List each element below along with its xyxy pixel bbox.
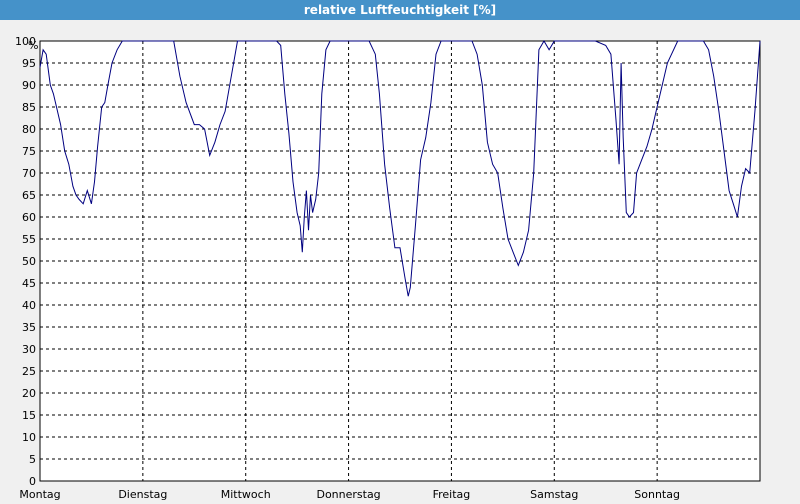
chart-title: relative Luftfeuchtigkeit [%]	[0, 0, 800, 20]
y-tick-label: 5	[29, 453, 36, 466]
y-tick-label: 70	[22, 167, 36, 180]
y-tick-label: 35	[22, 321, 36, 334]
chart-area: % 0 5 10 15 20 25 30 35 40 45 50 55 60 65 70 75 80 85 90 95…	[0, 20, 800, 501]
x-tick-day-label: Donnerstag	[316, 488, 380, 500]
x-tick-day-label: Dienstag	[118, 488, 167, 500]
y-tick-label: 15	[22, 409, 36, 422]
y-tick-label: 0	[29, 475, 36, 488]
y-tick-label: 40	[22, 299, 36, 312]
y-tick-label: 55	[22, 233, 36, 246]
x-tick-labels: Montag23.06.14Dienstag24.06.14Mittwoch25…	[19, 488, 680, 501]
y-tick-label: 75	[22, 145, 36, 158]
y-tick-labels: 0 5 10 15 20 25 30 35 40 45 50 55 60 65 70 75 80 85 90 95 10…	[15, 35, 36, 488]
y-tick-label: 100	[15, 35, 36, 48]
y-tick-label: 30	[22, 343, 36, 356]
vertical-gridlines	[142, 41, 658, 481]
x-tick-day-label: Samstag	[530, 488, 578, 500]
x-tick-day-label: Mittwoch	[221, 488, 271, 500]
x-tick-day-label: Freitag	[433, 488, 471, 500]
y-tick-label: 50	[22, 255, 36, 268]
y-tick-label: 80	[22, 123, 36, 136]
humidity-line-chart: % 0 5 10 15 20 25 30 35 40 45 50 55 60 65 70 75 80 85 90 95…	[15, 35, 761, 501]
y-axis-unit-label: %	[28, 39, 38, 52]
y-tick-label: 60	[22, 211, 36, 224]
humidity-series-line	[39, 40, 761, 297]
x-tick-day-label: Sonntag	[634, 488, 680, 500]
y-tick-label: 85	[22, 101, 36, 114]
y-tick-label: 45	[22, 277, 36, 290]
y-tick-label: 95	[22, 57, 36, 70]
y-tick-label: 20	[22, 387, 36, 400]
x-tick-day-label: Montag	[19, 488, 60, 500]
horizontal-gridlines	[40, 62, 760, 460]
y-tick-label: 65	[22, 189, 36, 202]
y-tick-label: 25	[22, 365, 36, 378]
y-tick-label: 10	[22, 431, 36, 444]
y-tick-label: 90	[22, 79, 36, 92]
